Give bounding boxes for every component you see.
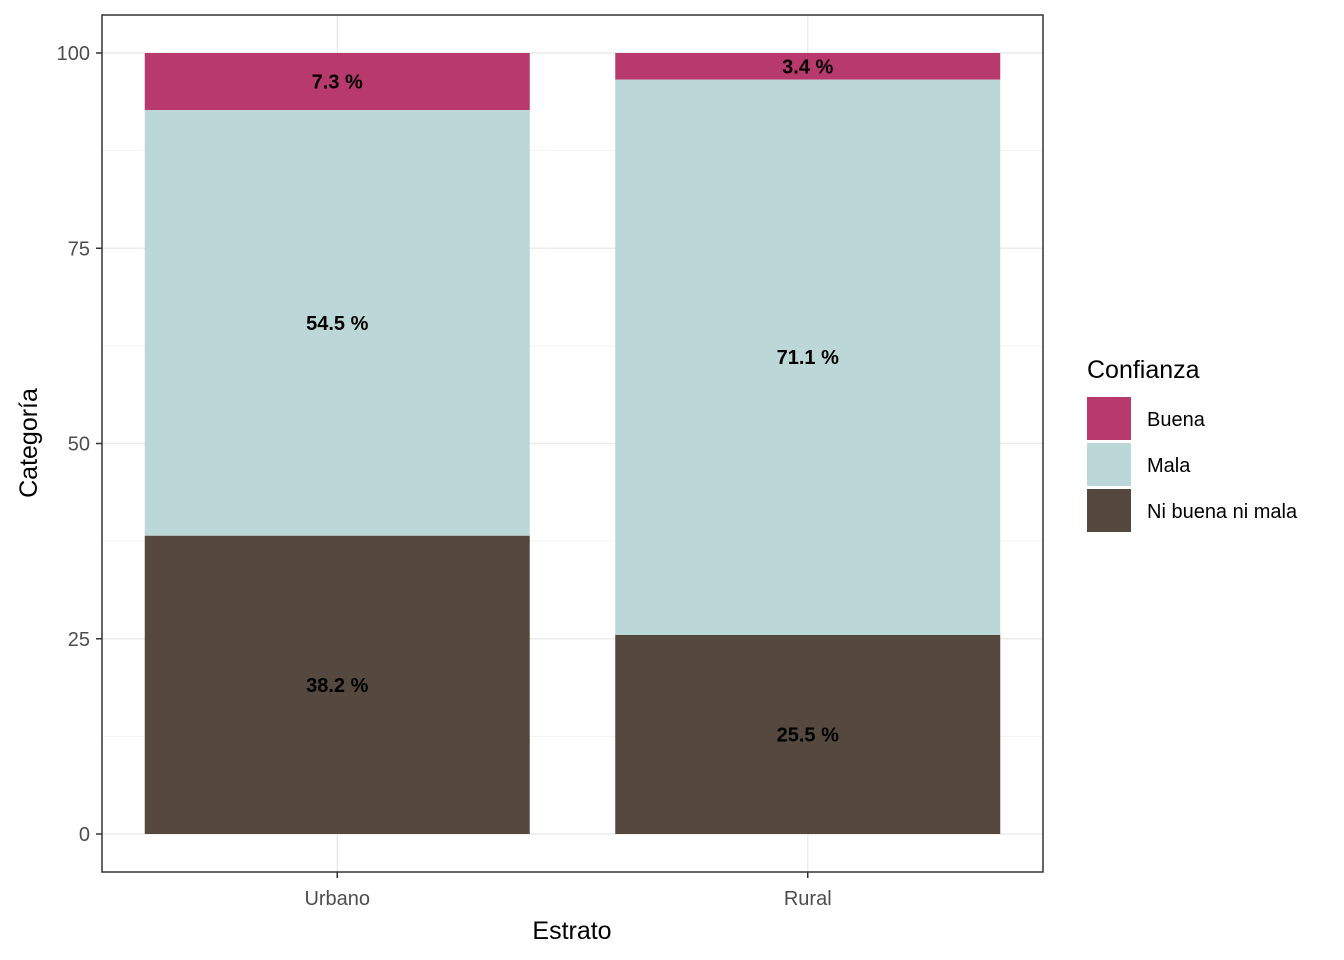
y-tick-label: 50: [68, 434, 90, 456]
legend: Confianza Buena Mala Ni buena ni mala: [1087, 356, 1298, 532]
y-tick-label: 25: [68, 629, 90, 651]
x-axis: Urbano Rural: [304, 872, 832, 910]
legend-swatch: [1087, 489, 1131, 532]
bar-segment: [615, 53, 1001, 80]
bar-segment: [144, 535, 530, 834]
bar-segment: [615, 634, 1001, 834]
data-label: 71.1 %: [777, 347, 839, 369]
bars: [144, 53, 1001, 834]
data-label: 3.4 %: [782, 56, 833, 78]
legend-title: Confianza: [1087, 356, 1200, 384]
y-axis-title: Categoría: [15, 388, 43, 498]
data-label: 25.5 %: [777, 724, 839, 746]
legend-swatch: [1087, 443, 1131, 486]
bar-segment: [615, 79, 1001, 635]
legend-label: Buena: [1147, 409, 1206, 431]
data-label: 54.5 %: [306, 313, 368, 335]
y-tick-label: 100: [57, 43, 90, 65]
x-tick-label: Rural: [784, 888, 832, 910]
y-axis: 0 25 50 75 100: [57, 43, 102, 846]
data-label: 38.2 %: [306, 675, 368, 697]
y-tick-label: 75: [68, 238, 90, 260]
bar-segment: [144, 110, 530, 536]
legend-label: Ni buena ni mala: [1147, 501, 1298, 523]
x-axis-title: Estrato: [532, 917, 611, 945]
bar-segment: [144, 53, 530, 111]
x-tick-label: Urbano: [304, 888, 370, 910]
y-tick-label: 0: [79, 824, 90, 846]
data-label: 7.3 %: [312, 72, 363, 94]
data-labels: 38.2 % 54.5 % 7.3 % 25.5 % 71.1 % 3.4 %: [306, 56, 839, 746]
legend-swatch: [1087, 397, 1131, 440]
legend-label: Mala: [1147, 455, 1191, 477]
